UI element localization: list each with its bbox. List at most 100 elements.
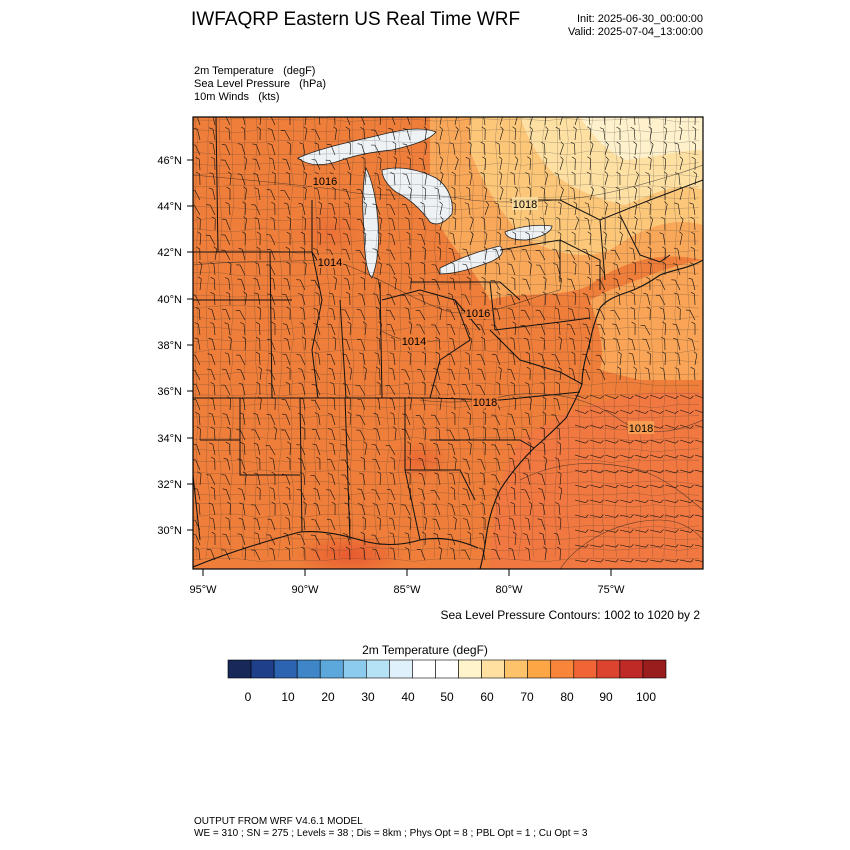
wind-barb-flag	[267, 518, 272, 520]
wind-barb-flag	[407, 441, 411, 445]
lat-label: 38°N	[157, 340, 182, 352]
wind-barb	[648, 173, 651, 186]
wind-barb-flag	[470, 216, 474, 220]
wind-barb	[315, 549, 321, 561]
wind-barb	[259, 323, 261, 336]
wind-barb	[679, 394, 691, 399]
wind-barb	[574, 219, 580, 231]
colorbar-box	[619, 659, 644, 679]
wind-barb	[241, 279, 246, 291]
colorbar-tick-label: 100	[636, 690, 656, 704]
county-line	[350, 117, 355, 558]
wind-barb-flag	[599, 127, 604, 130]
wind-barb-flag	[440, 171, 444, 175]
wind-barb-flag	[615, 292, 620, 295]
wind-barb	[559, 443, 561, 456]
wind-barb	[437, 474, 441, 486]
wind-barb-flag	[269, 487, 274, 490]
wind-barb-flag	[388, 502, 393, 505]
wind-barb	[346, 189, 351, 201]
wind-barb	[241, 174, 246, 186]
wind-barb	[424, 519, 428, 531]
wind-barb	[315, 384, 321, 396]
wind-barb-flag	[495, 142, 500, 145]
wind-barb	[302, 399, 306, 411]
wind-barb-flag	[282, 158, 287, 160]
wind-barb	[585, 354, 591, 366]
wind-barb-flag	[706, 559, 709, 562]
county-line	[649, 117, 655, 557]
wind-barb	[647, 294, 651, 306]
wind-barb	[225, 369, 231, 381]
wind-barb-flag	[431, 279, 436, 281]
wind-barb-flag	[482, 426, 487, 430]
wind-barb-flag	[298, 202, 303, 205]
wind-barb	[479, 385, 486, 396]
wind-barb	[466, 249, 471, 261]
wind-barb-flag	[544, 171, 549, 175]
wind-barb-flag	[439, 126, 443, 130]
wind-barb	[392, 219, 396, 231]
wind-barb	[634, 293, 636, 306]
wind-barb	[648, 369, 651, 381]
wind-barb	[272, 549, 276, 561]
wind-barb	[315, 369, 321, 381]
wind-barb	[649, 469, 661, 474]
wind-barb-flag	[254, 472, 258, 475]
wind-barb	[316, 324, 321, 336]
wind-barb-flag	[449, 547, 454, 550]
wind-barb	[678, 369, 681, 381]
wind-barb-flag	[585, 113, 589, 115]
wind-barb	[225, 309, 231, 321]
wind-barb-flag	[615, 425, 619, 429]
wind-barb	[644, 325, 651, 336]
wind-barb-flag	[676, 306, 681, 310]
wind-barb-flag	[633, 186, 637, 190]
wind-barb	[360, 189, 366, 201]
wind-barb-flag	[345, 291, 350, 295]
wind-barb	[633, 128, 636, 141]
wind-barb-flag	[408, 186, 412, 190]
wind-barb-flag	[447, 353, 452, 355]
wind-barb	[664, 409, 676, 414]
wind-barb-flag	[542, 276, 547, 280]
wind-barb-flag	[480, 216, 485, 220]
wind-barb	[664, 174, 668, 186]
wind-barb	[619, 499, 631, 503]
wind-barb-flag	[675, 529, 679, 533]
wind-barb-flag	[342, 383, 347, 385]
wind-barb-flag	[628, 278, 633, 280]
wind-barb-flag	[253, 173, 258, 175]
wind-barb	[634, 117, 636, 126]
wind-barb	[330, 354, 336, 366]
wind-barb-flag	[675, 514, 679, 518]
wind-barb-flag	[675, 484, 679, 489]
wind-barb-flag	[645, 484, 649, 489]
wind-barb-flag	[271, 396, 276, 400]
wind-barb	[679, 469, 691, 474]
wind-barb	[449, 309, 456, 321]
wind-barb-flag	[572, 291, 576, 295]
wind-barb	[498, 519, 501, 531]
county-line	[193, 172, 700, 177]
wind-barb	[284, 130, 291, 141]
wind-barb	[619, 439, 631, 444]
wind-barb	[332, 369, 336, 381]
wind-barb-flag	[377, 471, 382, 475]
wind-barb-flag	[674, 202, 679, 205]
wind-barb-flag	[632, 261, 636, 265]
colorbar-box	[227, 659, 252, 679]
wind-barb-flag	[227, 396, 231, 400]
wind-barb	[619, 469, 631, 474]
wind-barb	[359, 250, 366, 261]
wind-barb	[614, 250, 621, 261]
wind-barb	[679, 544, 691, 548]
wind-barb-flag	[356, 189, 361, 191]
wind-barb	[539, 310, 546, 321]
wind-barb	[286, 504, 291, 516]
wind-barb-flag	[301, 546, 305, 550]
wind-barb-flag	[254, 532, 259, 535]
colorbar-box	[250, 659, 275, 679]
wind-barb	[390, 264, 396, 276]
wind-barb-flag	[525, 232, 530, 235]
